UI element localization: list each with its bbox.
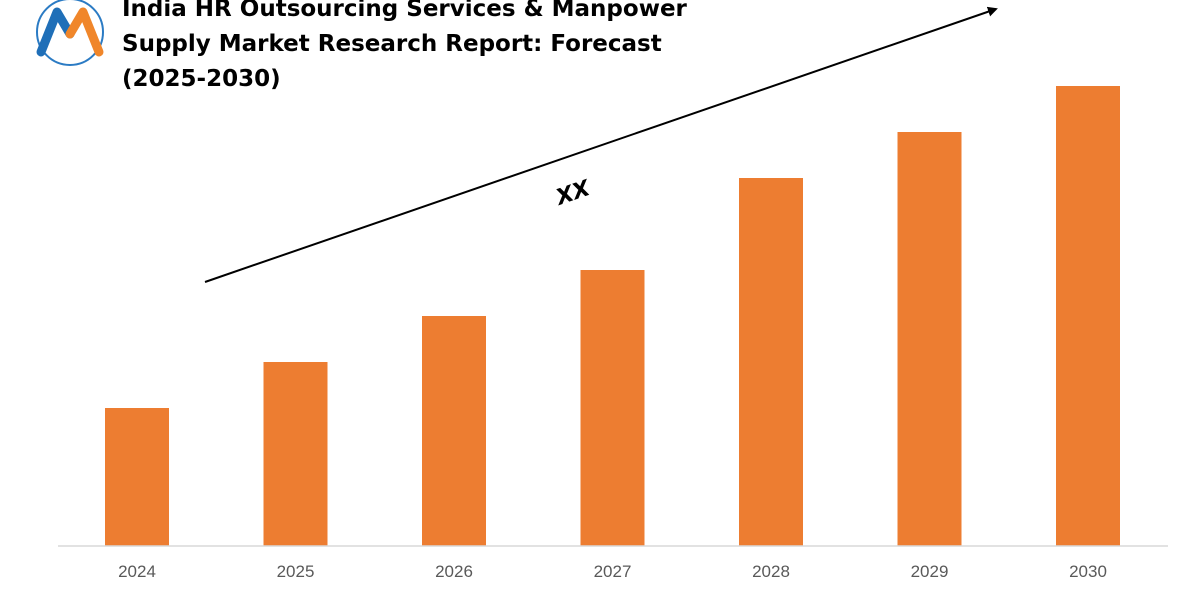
x-tick-label-2027: 2027	[594, 562, 632, 581]
chart-title-line-3: (2025-2030)	[122, 66, 281, 92]
bar-2027	[580, 270, 645, 546]
company-logo	[36, 0, 104, 66]
bar-2026	[422, 316, 486, 546]
x-tick-label-2029: 2029	[911, 562, 949, 581]
bar-2028	[739, 178, 803, 546]
logo-circle	[36, 0, 104, 66]
logo-m-right	[65, 7, 104, 57]
x-tick-label-2030: 2030	[1069, 562, 1107, 581]
bar-2030	[1056, 86, 1120, 546]
x-tick-label-2028: 2028	[752, 562, 790, 581]
chart-title-line-2: Supply Market Research Report: Forecast	[122, 31, 662, 57]
x-tick-label-2024: 2024	[118, 562, 156, 581]
logo-m-left	[36, 7, 75, 57]
x-axis-ticks: 2024 2025 2026 2027 2028 2029 2030	[118, 562, 1107, 581]
bars-group	[105, 86, 1120, 546]
x-tick-label-2026: 2026	[435, 562, 473, 581]
bar-2025	[263, 362, 328, 546]
bar-2024	[105, 408, 169, 546]
chart-title-line-1: India HR Outsourcing Services & Manpower	[122, 0, 688, 22]
trend-arrow	[204, 6, 998, 283]
bar-2029	[897, 132, 962, 546]
trend-label: XX	[551, 176, 594, 212]
x-tick-label-2025: 2025	[277, 562, 315, 581]
